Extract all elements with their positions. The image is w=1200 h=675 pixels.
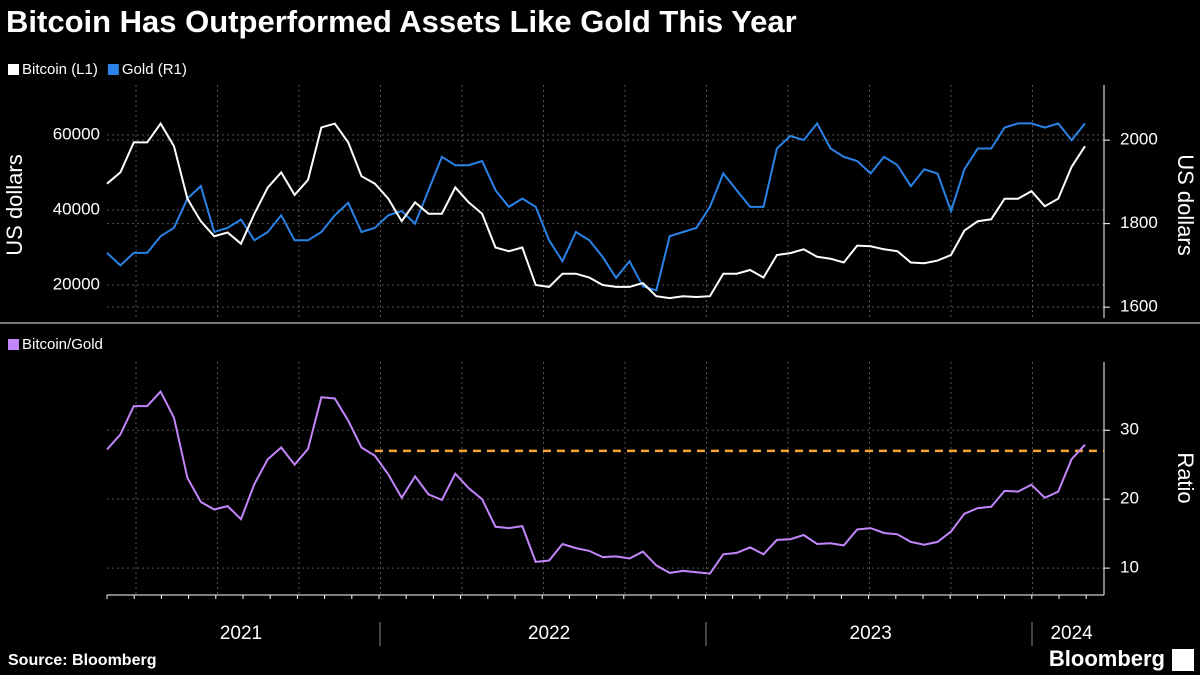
legend-label: Bitcoin/Gold: [22, 336, 103, 353]
line-series: [106, 121, 1086, 300]
x-tick-label: 2024: [1050, 623, 1093, 644]
legend-swatch: [8, 339, 19, 350]
y-axis-title: Ratio: [1173, 452, 1198, 503]
y2-tick-label: 1800: [1120, 213, 1158, 232]
y-axis-title: US dollars: [2, 154, 27, 255]
x-tick-label: 2023: [850, 623, 892, 644]
legend-label: Gold (R1): [122, 61, 187, 78]
y-tick-label: 30: [1120, 420, 1139, 439]
y2-tick-label: 1600: [1120, 297, 1158, 316]
line-series: [106, 121, 1086, 292]
legend-label: Bitcoin (L1): [22, 61, 98, 78]
y-tick-label: 20000: [53, 274, 100, 293]
chart-title: Bitcoin Has Outperformed Assets Like Gol…: [6, 4, 797, 39]
legend-swatch: [8, 64, 19, 75]
y-tick-label: 10: [1120, 558, 1139, 577]
logo: Bloomberg: [1049, 646, 1165, 671]
logo-icon: [1172, 649, 1194, 671]
y-tick-label: 40000: [53, 199, 100, 218]
line-series: [106, 389, 1086, 575]
x-tick-label: 2021: [220, 623, 262, 644]
x-tick-label: 2022: [528, 623, 570, 644]
y-tick-label: 60000: [53, 124, 100, 143]
y2-axis-title: US dollars: [1173, 154, 1198, 255]
legend-swatch: [107, 64, 119, 75]
y2-tick-label: 2000: [1120, 130, 1158, 149]
source: Source: Bloomberg: [8, 652, 156, 669]
y-tick-label: 20: [1120, 489, 1139, 508]
